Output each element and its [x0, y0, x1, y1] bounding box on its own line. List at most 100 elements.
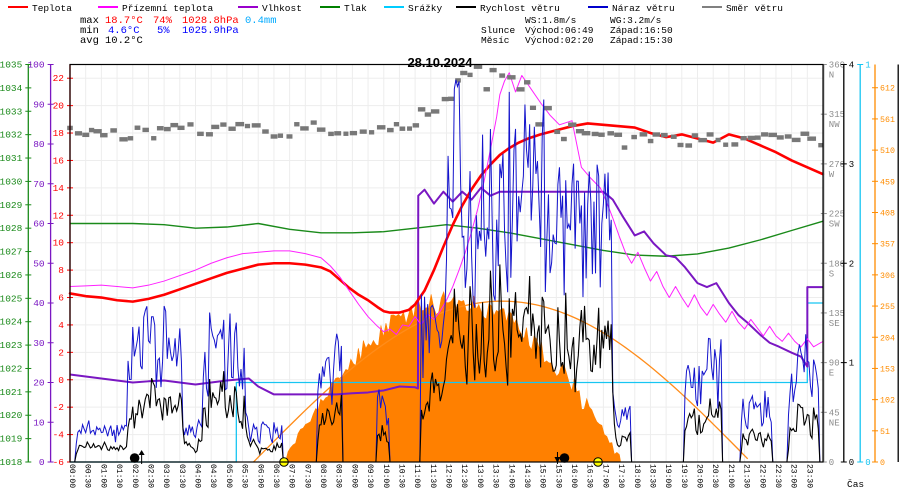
- svg-text:0: 0: [880, 459, 885, 468]
- svg-text:18:00: 18:00: [632, 464, 641, 488]
- svg-text:100: 100: [27, 60, 44, 71]
- svg-text:180: 180: [829, 259, 845, 269]
- svg-text:315: 315: [829, 110, 845, 120]
- svg-text:1024: 1024: [0, 317, 23, 328]
- svg-text:19:00: 19:00: [663, 464, 672, 488]
- svg-text:07:30: 07:30: [302, 464, 311, 488]
- svg-text:SW: SW: [829, 220, 840, 230]
- svg-text:90: 90: [33, 99, 45, 110]
- svg-text:20:30: 20:30: [710, 464, 719, 488]
- svg-text:135: 135: [829, 309, 845, 319]
- svg-text:4: 4: [58, 320, 64, 331]
- svg-text:510: 510: [880, 147, 895, 156]
- svg-text:459: 459: [880, 178, 895, 187]
- svg-text:01:00: 01:00: [98, 464, 107, 488]
- svg-text:1029: 1029: [0, 200, 23, 211]
- svg-text:1032: 1032: [0, 130, 23, 141]
- svg-text:18:30: 18:30: [647, 464, 656, 488]
- svg-text:05:00: 05:00: [224, 464, 233, 488]
- svg-text:16: 16: [53, 155, 65, 166]
- svg-text:70: 70: [33, 179, 45, 190]
- svg-text:51: 51: [880, 428, 890, 437]
- svg-text:N: N: [829, 71, 834, 81]
- svg-text:06:30: 06:30: [271, 464, 280, 488]
- svg-text:05:30: 05:30: [240, 464, 249, 488]
- svg-text:04:00: 04:00: [193, 464, 202, 488]
- svg-text:10:00: 10:00: [381, 464, 390, 488]
- svg-text:20: 20: [33, 378, 45, 389]
- svg-text:10: 10: [53, 238, 65, 249]
- svg-text:21:30: 21:30: [742, 464, 751, 488]
- svg-text:0: 0: [829, 458, 834, 468]
- svg-text:153: 153: [880, 365, 895, 374]
- svg-text:-2: -2: [53, 402, 65, 413]
- svg-text:40: 40: [33, 298, 45, 309]
- svg-text:357: 357: [880, 241, 895, 250]
- svg-text:12:00: 12:00: [444, 464, 453, 488]
- svg-text:NE: NE: [829, 418, 840, 428]
- svg-text:22: 22: [53, 73, 65, 84]
- svg-text:1027: 1027: [0, 247, 22, 258]
- svg-text:2: 2: [58, 347, 64, 358]
- svg-text:13:00: 13:00: [475, 464, 484, 488]
- svg-text:80: 80: [33, 139, 45, 150]
- svg-text:10:30: 10:30: [396, 464, 405, 488]
- svg-text:-6: -6: [53, 457, 65, 468]
- svg-text:11:00: 11:00: [412, 464, 421, 488]
- svg-text:16:00: 16:00: [569, 464, 578, 488]
- svg-text:03:00: 03:00: [161, 464, 170, 488]
- svg-text:S: S: [829, 269, 834, 279]
- svg-text:255: 255: [880, 303, 895, 312]
- svg-text:1034: 1034: [0, 83, 23, 94]
- svg-text:13:30: 13:30: [491, 464, 500, 488]
- svg-text:2: 2: [849, 259, 854, 269]
- svg-text:00:00: 00:00: [67, 464, 76, 488]
- svg-text:10: 10: [33, 417, 45, 428]
- svg-text:408: 408: [880, 209, 895, 218]
- svg-text:08:00: 08:00: [318, 464, 327, 488]
- svg-text:30: 30: [33, 338, 45, 349]
- svg-text:102: 102: [880, 397, 895, 406]
- svg-text:22:00: 22:00: [757, 464, 766, 488]
- svg-text:1030: 1030: [0, 176, 23, 187]
- svg-text:1: 1: [865, 61, 870, 71]
- svg-text:E: E: [829, 369, 834, 379]
- svg-text:09:00: 09:00: [349, 464, 358, 488]
- svg-text:14: 14: [53, 183, 65, 194]
- svg-text:8: 8: [58, 265, 64, 276]
- svg-text:NW: NW: [829, 120, 840, 130]
- svg-text:-4: -4: [53, 430, 65, 441]
- svg-text:1018: 1018: [0, 457, 23, 468]
- svg-text:19:30: 19:30: [679, 464, 688, 488]
- svg-text:07:00: 07:00: [287, 464, 296, 488]
- svg-text:08:30: 08:30: [334, 464, 343, 488]
- svg-text:45: 45: [829, 408, 840, 418]
- svg-text:306: 306: [880, 272, 895, 281]
- svg-text:1025: 1025: [0, 293, 23, 304]
- svg-text:90: 90: [829, 359, 840, 369]
- svg-text:18: 18: [53, 128, 65, 139]
- svg-text:1028: 1028: [0, 223, 23, 234]
- svg-text:0: 0: [39, 457, 45, 468]
- svg-text:225: 225: [829, 210, 845, 220]
- svg-text:360: 360: [829, 61, 845, 71]
- svg-text:0: 0: [865, 458, 870, 468]
- svg-text:15:30: 15:30: [553, 464, 562, 488]
- svg-text:12:30: 12:30: [459, 464, 468, 488]
- svg-text:Čas: Čas: [847, 479, 864, 490]
- svg-text:01:30: 01:30: [114, 464, 123, 488]
- svg-text:1026: 1026: [0, 270, 23, 281]
- svg-text:03:30: 03:30: [177, 464, 186, 488]
- svg-text:04:30: 04:30: [208, 464, 217, 488]
- svg-text:1031: 1031: [0, 153, 23, 164]
- svg-text:60: 60: [33, 219, 45, 230]
- svg-text:50: 50: [33, 258, 45, 269]
- svg-text:270: 270: [829, 160, 845, 170]
- svg-text:3: 3: [849, 160, 854, 170]
- svg-text:20: 20: [53, 101, 65, 112]
- svg-text:22:30: 22:30: [773, 464, 782, 488]
- svg-text:14:00: 14:00: [506, 464, 515, 488]
- svg-text:28.10.2024: 28.10.2024: [407, 55, 473, 70]
- svg-text:21:00: 21:00: [726, 464, 735, 488]
- svg-text:4: 4: [849, 61, 854, 71]
